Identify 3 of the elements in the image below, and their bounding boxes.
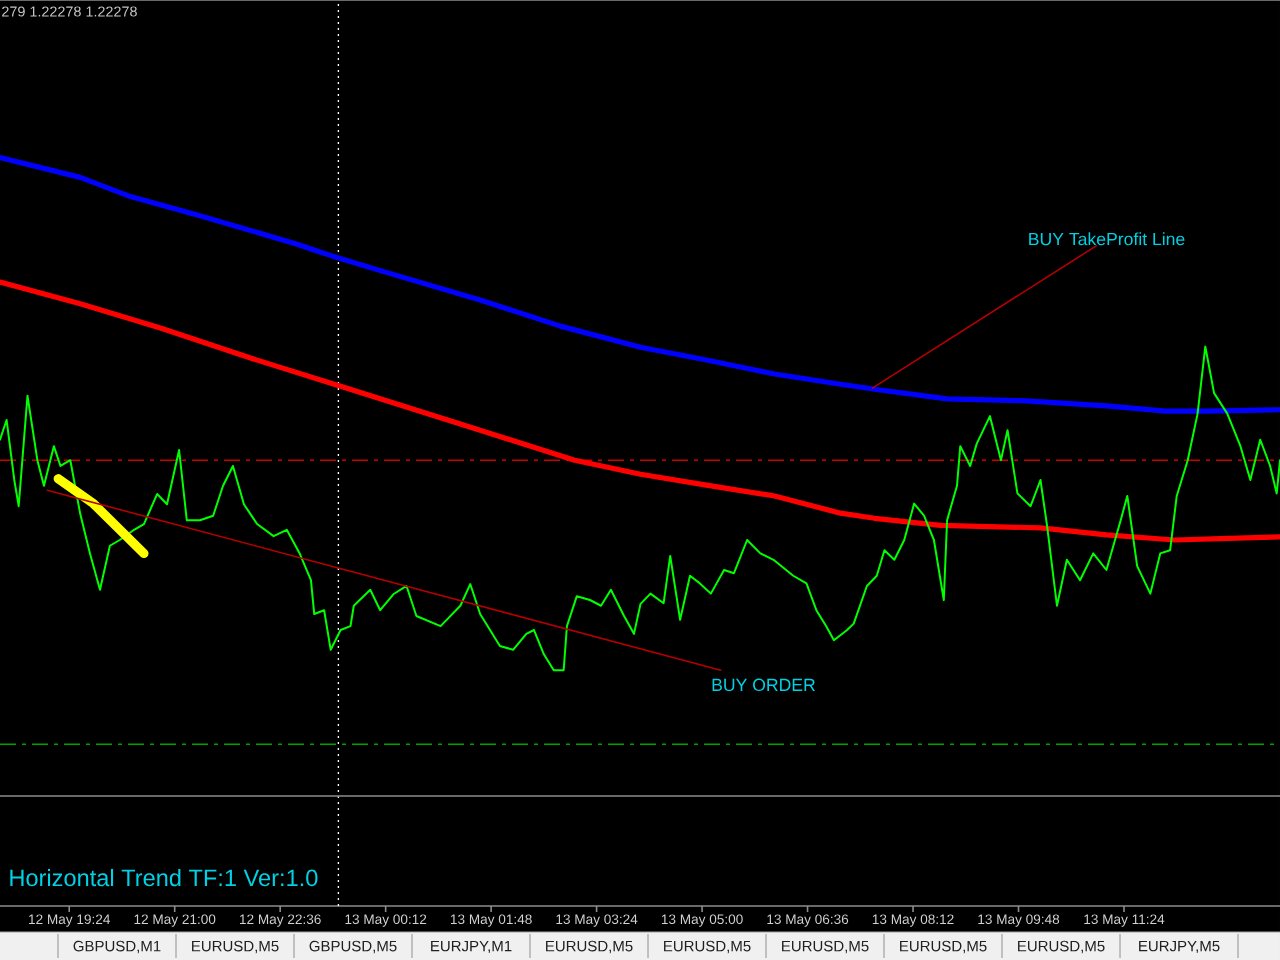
annotation: BUY TakeProfit Line bbox=[1029, 232, 1185, 246]
annotation: BUY ORDER bbox=[712, 678, 815, 692]
text: Horizontal Trend TF:1 Ver:1.0 bbox=[10, 868, 318, 887]
